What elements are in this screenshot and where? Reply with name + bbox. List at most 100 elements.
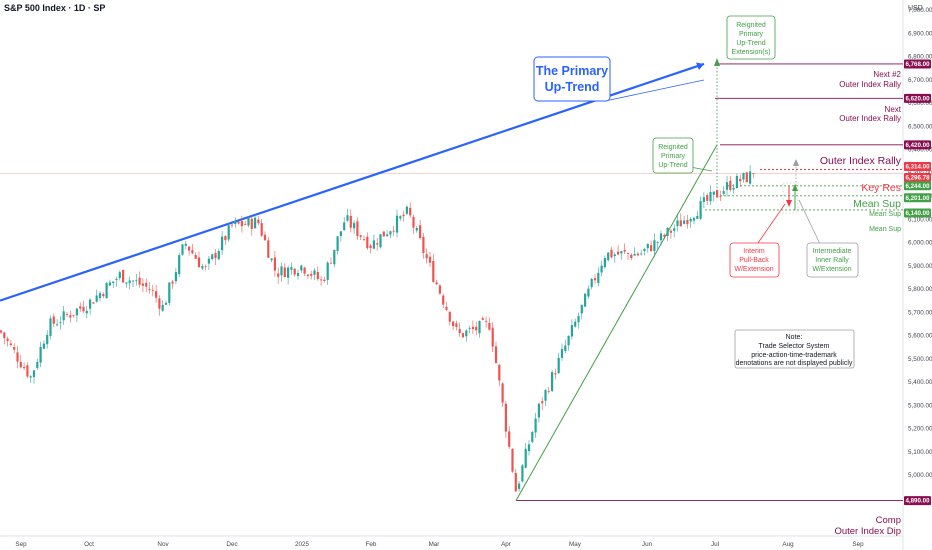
candle-body [402,214,405,217]
candle-body [197,257,201,268]
candle-body [158,298,161,309]
price-tag-text: 6,314.00 [905,163,930,170]
interim-callout[interactable]: Interim Pull-Back W/Extension [729,242,780,278]
candle-body [112,281,115,283]
candle-body [445,306,448,310]
candle-body [527,444,531,452]
candle-body [518,483,521,489]
y-tick-label: 7,000.00 [908,7,932,14]
candle-body [386,234,389,237]
candle-body [442,295,445,305]
price-axis[interactable]: 5,000.00 5,100.00 5,200.00 5,300.00 5,400.00… [908,7,932,479]
candle-body [643,248,646,252]
candle-body [161,304,164,311]
price-tag: 6,420.00 [904,140,931,150]
candle-body [603,258,606,268]
x-tick-label: Apr [501,541,511,548]
ext-line2: Primary [739,31,764,38]
candle-body [587,288,590,297]
candle-body [422,236,425,253]
candle-body [448,311,451,322]
candle-body [564,345,567,351]
candle-body [89,299,92,309]
price-tag-text: 6,140.00 [905,210,930,217]
candle-body [574,321,577,327]
candle-body [214,253,217,259]
reignited-callout[interactable]: Reignited Primary Up-Trend [652,137,694,174]
candle-body [491,327,494,347]
candle-body [584,293,587,307]
candle-body [498,364,501,381]
price-tag: 6,201.00 [904,193,931,203]
candle-body [706,195,709,201]
x-tick-label: Mar [429,541,440,548]
candle-body [686,220,689,225]
candle-body [62,311,65,321]
candle-body [504,403,507,432]
reig-line3: Up-Trend [658,162,687,169]
reignited-extension-callout[interactable]: Reignited Primary Up-Trend Extension(s) [726,15,776,60]
candle-body [250,218,253,229]
outer-rally-arrow-head [793,159,799,166]
candle-body [524,448,527,468]
note-callout[interactable]: Note: Trade Selector System price-action… [734,329,855,369]
candle-body [475,326,478,331]
y-tick-label: 6,100.00 [908,216,932,223]
intermediate-callout[interactable]: Intermediate Inner Rally W/Extension [806,242,859,278]
candle-body [326,262,329,280]
x-tick-label: Feb [366,541,377,548]
candle-body [211,254,214,260]
candle-body [481,318,484,320]
candle-body [725,182,729,190]
reignited-uptrend-line[interactable] [515,144,718,501]
inter-line3: W/Extension [812,266,851,273]
candle-body [277,273,280,277]
price-tag-text: 6,201.00 [905,195,930,202]
y-tick-label: 5,300.00 [908,402,932,409]
candle-body [468,328,471,330]
candle-body [376,243,379,245]
candle-body [597,272,600,283]
candle-body [415,228,418,231]
candle-body [626,253,630,255]
candle-body [95,295,98,302]
next2-rally-line2: Outer Index Rally [839,80,901,89]
primary-uptrend-line[interactable] [0,62,705,302]
reignited-pointer [689,166,713,172]
candle-body [359,235,362,237]
candle-body [244,224,247,225]
candle-body [719,195,722,197]
candle-body [412,216,415,228]
candle-body [607,252,610,261]
candle-body [722,191,725,194]
candle-body [745,172,748,183]
candle-body [188,246,191,251]
inter-line1: Intermediate [813,248,852,255]
candle-body [356,221,359,237]
primary-trend-callout[interactable]: The Primary Up-Trend [533,56,611,102]
price-tag-text: 6,244.00 [905,183,930,190]
candle-body [702,197,705,202]
candle-body [389,231,392,235]
candle-body [488,322,491,330]
candle-body [92,302,95,304]
candle-body [296,273,300,276]
x-tick-label: Sep [852,541,864,548]
candle-body [699,201,702,219]
candle-body [178,255,181,275]
candle-body [435,282,438,285]
price-tag-text: 6,420.00 [905,142,930,149]
candle-body [148,289,151,290]
x-tick-label: Jul [711,541,719,548]
price-tag: 6,140.00 [904,208,931,218]
candle-body [29,376,32,378]
candle-body [267,240,270,258]
time-axis[interactable]: Sep Oct Nov Dec 2025 Feb Mar Apr May Jun Jul Aug Sep [15,541,864,548]
candle-body [617,251,620,255]
key-res-label: Key Res [861,182,901,194]
x-tick-label: Dec [226,541,237,548]
candle-body [23,367,26,369]
candle-body [108,282,111,286]
candle-body [534,418,537,433]
